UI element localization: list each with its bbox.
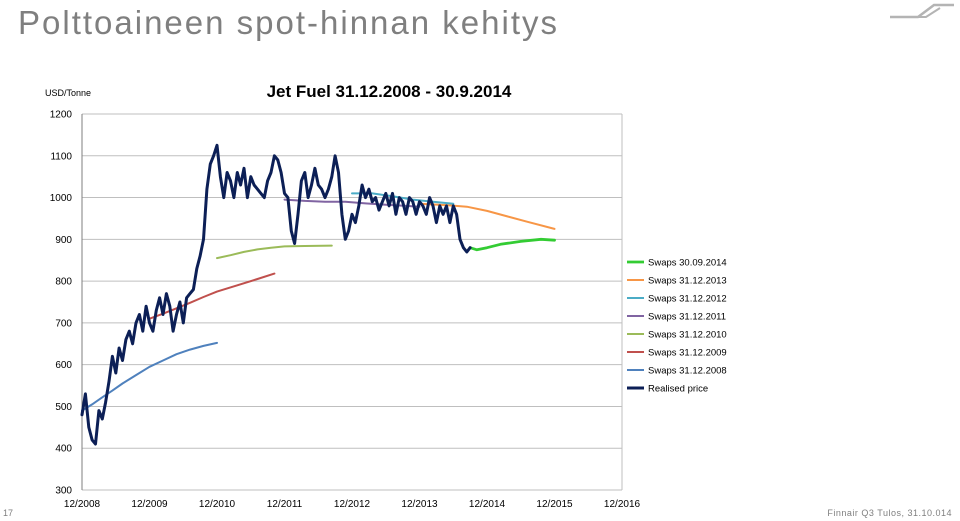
footer-text: Finnair Q3 Tulos, 31.10.014 bbox=[827, 508, 952, 518]
slide-title: Polttoaineen spot-hinnan kehitys bbox=[18, 4, 559, 41]
legend-label: Swaps 31.12.2010 bbox=[648, 330, 727, 341]
series-line-swaps-31-12-2010 bbox=[216, 244, 333, 260]
series-line-swaps-31-12-2008 bbox=[81, 341, 218, 412]
gridlines bbox=[81, 113, 623, 491]
y-tick-label: 400 bbox=[55, 444, 72, 455]
y-axis-ticks: 300 400 500 600 700 800 900 1000 1100 1200 bbox=[50, 110, 73, 497]
y-tick-label: 500 bbox=[55, 402, 72, 413]
series-line-swaps-30-09-2014 bbox=[468, 237, 556, 252]
x-tick-label: 12/2012 bbox=[334, 499, 371, 510]
legend-label: Swaps 31.12.2012 bbox=[648, 294, 727, 305]
y-tick-label: 300 bbox=[55, 486, 72, 497]
y-tick-label: 700 bbox=[55, 318, 72, 329]
legend-label: Swaps 31.12.2011 bbox=[648, 312, 726, 323]
x-tick-label: 12/2011 bbox=[267, 499, 303, 510]
y-tick-label: 800 bbox=[55, 277, 72, 288]
x-axis-ticks: 12/2008 12/2009 12/2010 12/2011 12/2012 12/20… bbox=[64, 499, 641, 510]
slide-number: 17 bbox=[3, 508, 14, 518]
legend-label: Swaps 30.09.2014 bbox=[648, 258, 727, 269]
legend: Swaps 30.09.2014 Swaps 31.12.2013 Swaps 31… bbox=[627, 258, 727, 395]
finnair-logo-icon bbox=[890, 3, 954, 19]
series-line-realised-price bbox=[80, 143, 472, 446]
legend-label: Swaps 31.12.2009 bbox=[648, 348, 727, 359]
chart-title: Jet Fuel 31.12.2008 - 30.9.2014 bbox=[267, 82, 512, 101]
x-tick-label: 12/2008 bbox=[64, 499, 101, 510]
y-tick-label: 900 bbox=[55, 235, 72, 246]
x-tick-label: 12/2015 bbox=[536, 499, 573, 510]
legend-label: Realised price bbox=[648, 384, 708, 395]
legend-label: Swaps 31.12.2008 bbox=[648, 366, 727, 377]
y-tick-label: 600 bbox=[55, 360, 72, 371]
x-tick-label: 12/2014 bbox=[469, 499, 506, 510]
x-tick-label: 12/2016 bbox=[604, 499, 641, 510]
x-tick-label: 12/2009 bbox=[131, 499, 168, 510]
x-tick-label: 12/2010 bbox=[199, 499, 236, 510]
y-tick-label: 1000 bbox=[50, 193, 73, 204]
y-unit-label: USD/Tonne bbox=[45, 88, 91, 98]
series-line-swaps-31-12-2009 bbox=[148, 272, 276, 320]
legend-label: Swaps 31.12.2013 bbox=[648, 276, 727, 287]
x-tick-label: 12/2013 bbox=[401, 499, 438, 510]
series-lines bbox=[80, 143, 556, 446]
y-tick-label: 1100 bbox=[50, 151, 72, 162]
y-tick-label: 1200 bbox=[50, 110, 73, 121]
